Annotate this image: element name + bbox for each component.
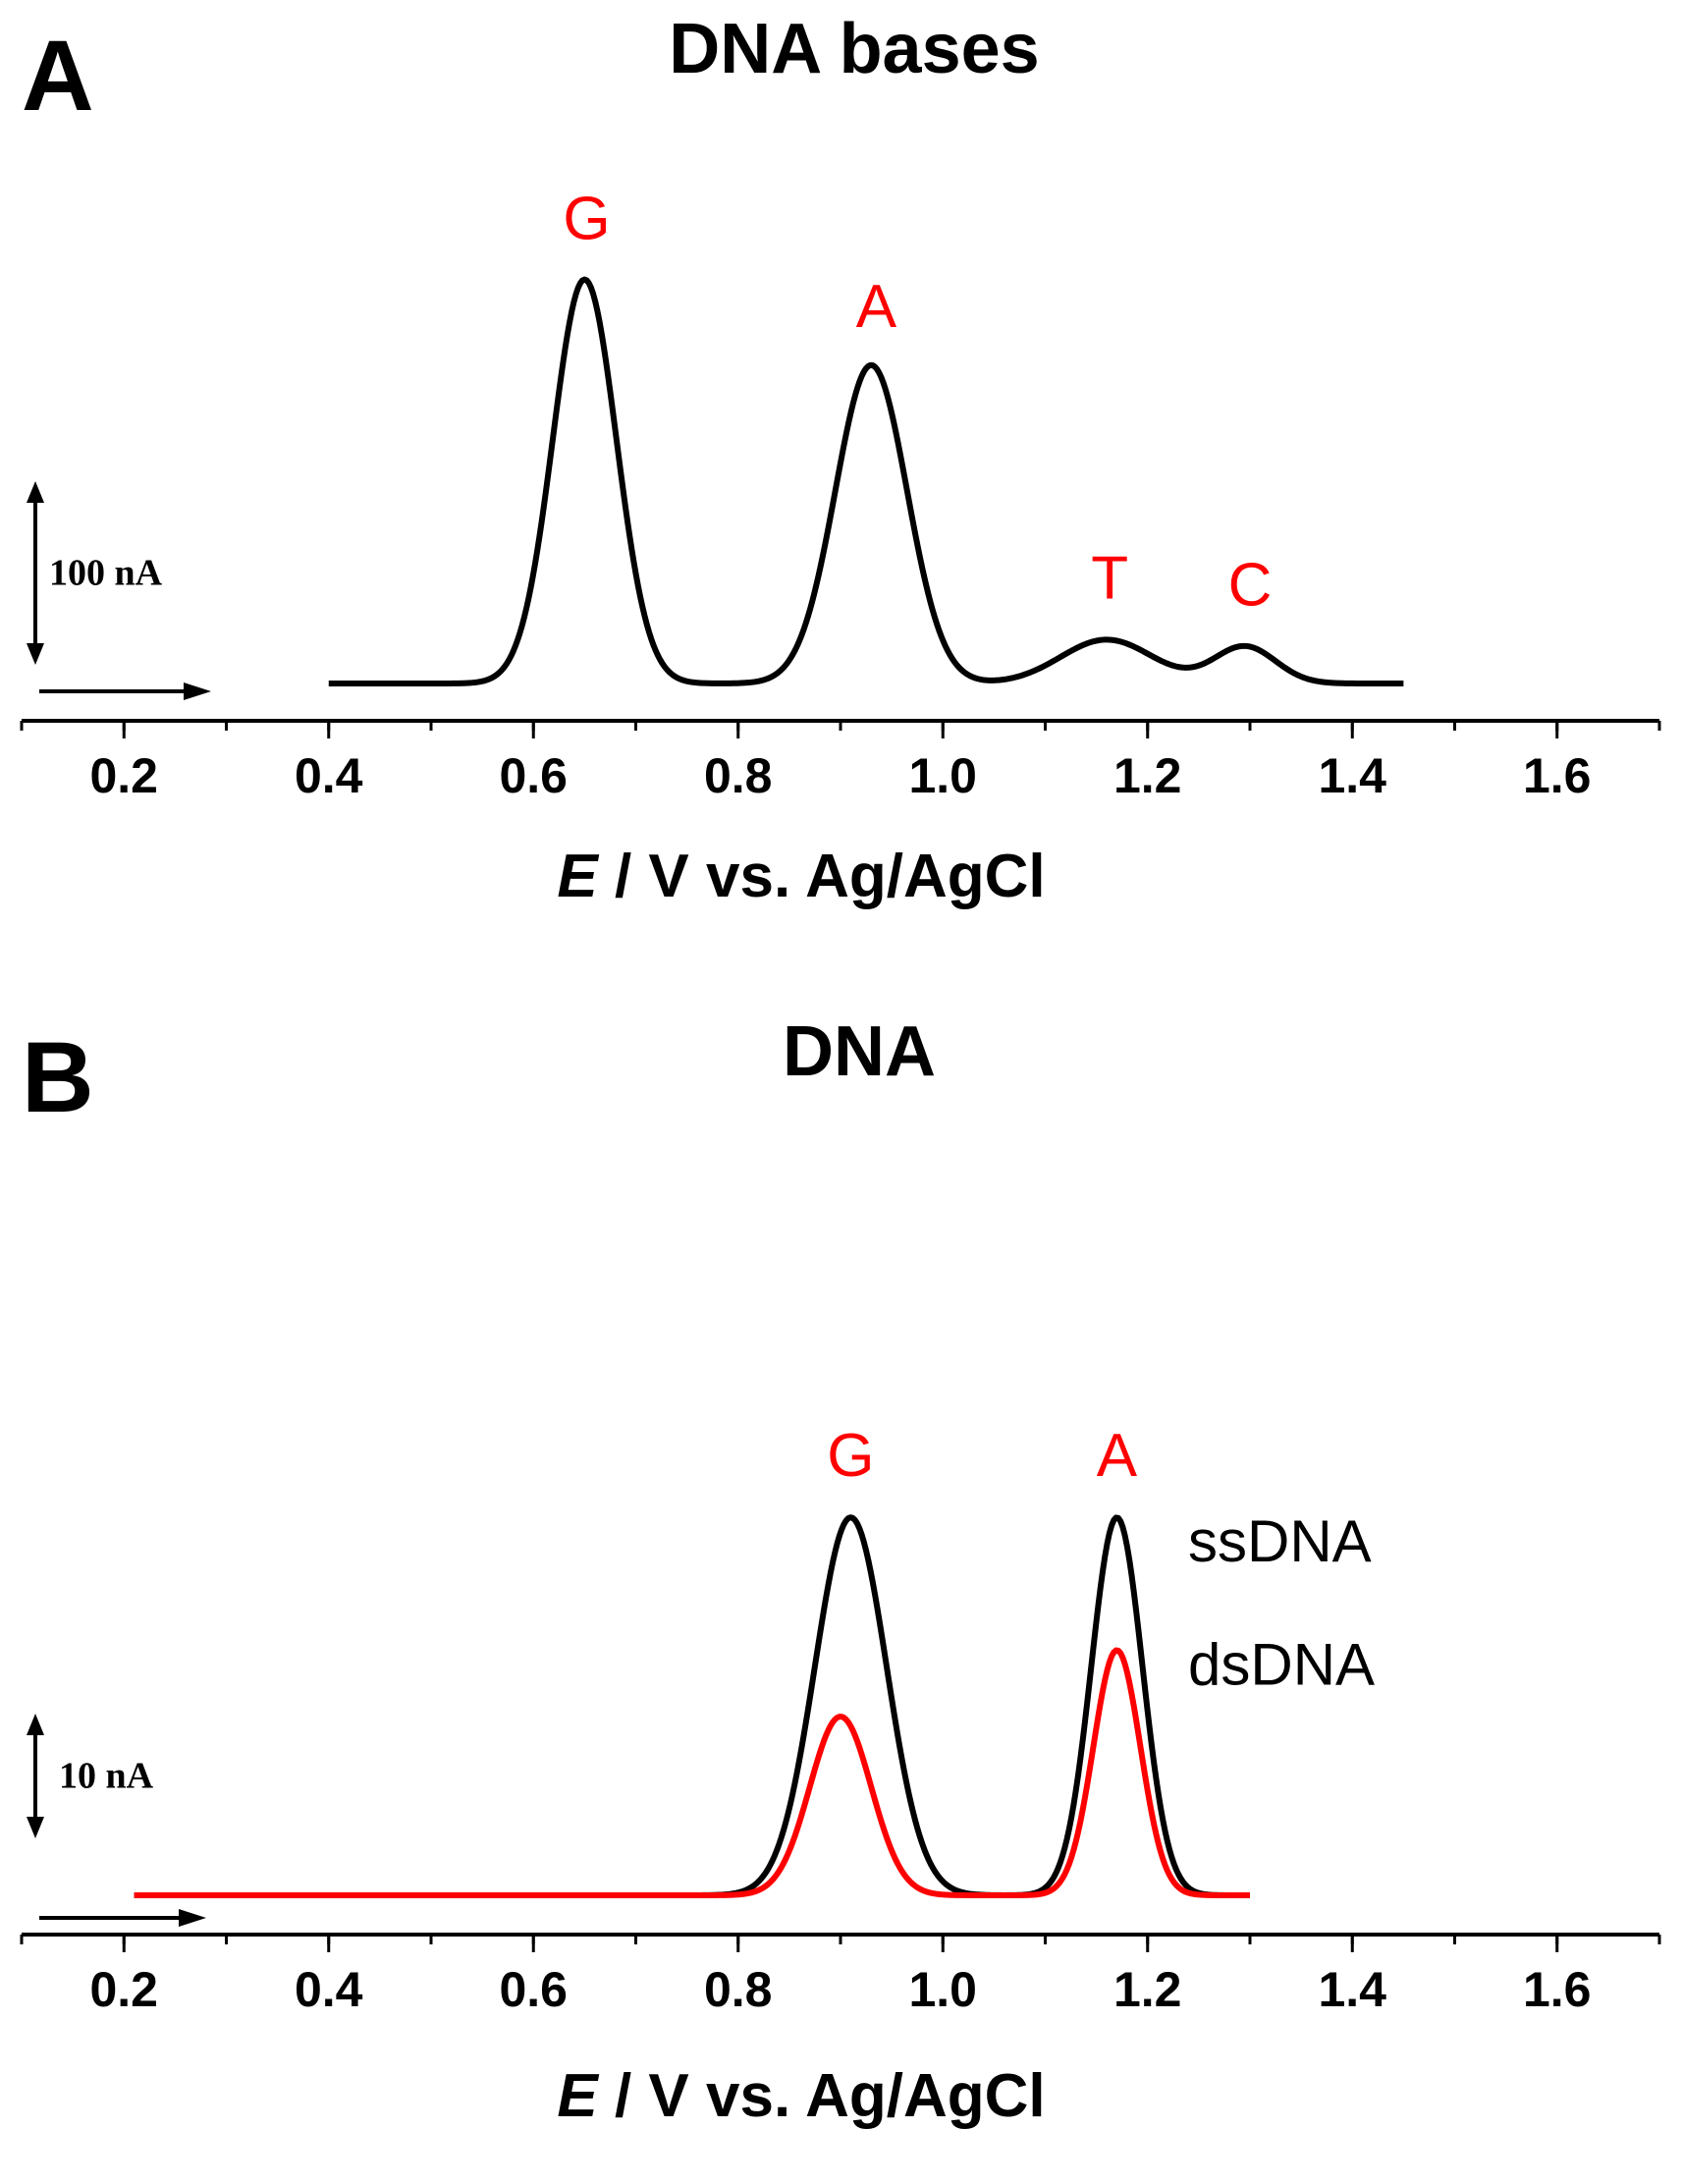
series-label-ssdna: ssDNA — [1188, 1508, 1372, 1574]
panel-b-plot: 0.2 0.4 0.6 0.8 1.0 1.2 1.4 1.6 E / V vs. Ag/AgC… — [20, 1422, 1661, 2130]
panel-a-title: DNA bases — [669, 10, 1039, 88]
x-tick-label: 0.4 — [295, 748, 363, 803]
scan-direction-arrowhead — [179, 1909, 206, 1927]
x-tick-label: 1.6 — [1523, 1962, 1592, 2017]
panel-b-title: DNA — [783, 1012, 936, 1091]
x-tick-label: 1.4 — [1318, 748, 1386, 803]
panel-letter-b: B — [22, 1021, 94, 1133]
x-tick-label: 0.2 — [89, 748, 158, 803]
panel-a-plot: 0.2 0.4 0.6 0.8 1.0 1.2 1.4 1.6 E / V vs. Ag/AgC… — [20, 185, 1661, 910]
peak-label-g: G — [827, 1422, 874, 1490]
scale-bar-arrowhead-down — [27, 1817, 44, 1838]
x-tick-label: 0.2 — [89, 1962, 158, 2017]
x-tick-label: 1.2 — [1113, 748, 1182, 803]
scale-bar-label: 10 nA — [59, 1756, 154, 1797]
x-tick-label: 0.8 — [704, 1962, 773, 2017]
scale-bar-label: 100 nA — [49, 553, 163, 594]
peak-label-a: A — [1097, 1422, 1138, 1490]
peak-label-g: G — [563, 185, 610, 252]
x-axis-label: E / V vs. Ag/AgCl — [557, 843, 1045, 910]
series-label-dsdna: dsDNA — [1188, 1631, 1375, 1697]
x-tick-label: 0.8 — [704, 748, 773, 803]
scale-bar-arrowhead-up — [27, 481, 44, 503]
peak-label-t: T — [1091, 544, 1128, 612]
x-tick-label: 1.0 — [908, 1962, 977, 2017]
series-line-series-0 — [327, 276, 1405, 686]
x-tick-label: 1.0 — [908, 748, 977, 803]
x-tick-label: 1.2 — [1113, 1962, 1182, 2017]
x-axis-label: E / V vs. Ag/AgCl — [557, 2062, 1045, 2130]
panel-letter-a: A — [22, 20, 94, 132]
scale-bar-arrowhead-up — [27, 1714, 44, 1735]
panel-a: A DNA bases 0.2 0.4 0.6 0.8 1.0 1.2 1.4 1.6 E / … — [20, 10, 1661, 910]
series-line-ssdna — [133, 1514, 1251, 1898]
x-tick-label: 1.4 — [1318, 1962, 1386, 2017]
x-tick-label: 0.6 — [499, 1962, 568, 2017]
series-line-dsdna — [133, 1647, 1251, 1898]
scale-bar-arrowhead-down — [27, 643, 44, 665]
peak-label-a: A — [856, 273, 897, 341]
x-tick-label: 1.6 — [1523, 748, 1592, 803]
scan-direction-arrowhead — [184, 682, 211, 700]
peak-label-c: C — [1228, 551, 1273, 619]
x-tick-label: 0.6 — [499, 748, 568, 803]
panel-b: B DNA 0.2 0.4 0.6 0.8 1.0 1.2 1.4 1.6 E / V vs. … — [20, 1012, 1661, 2130]
x-tick-label: 0.4 — [295, 1962, 363, 2017]
